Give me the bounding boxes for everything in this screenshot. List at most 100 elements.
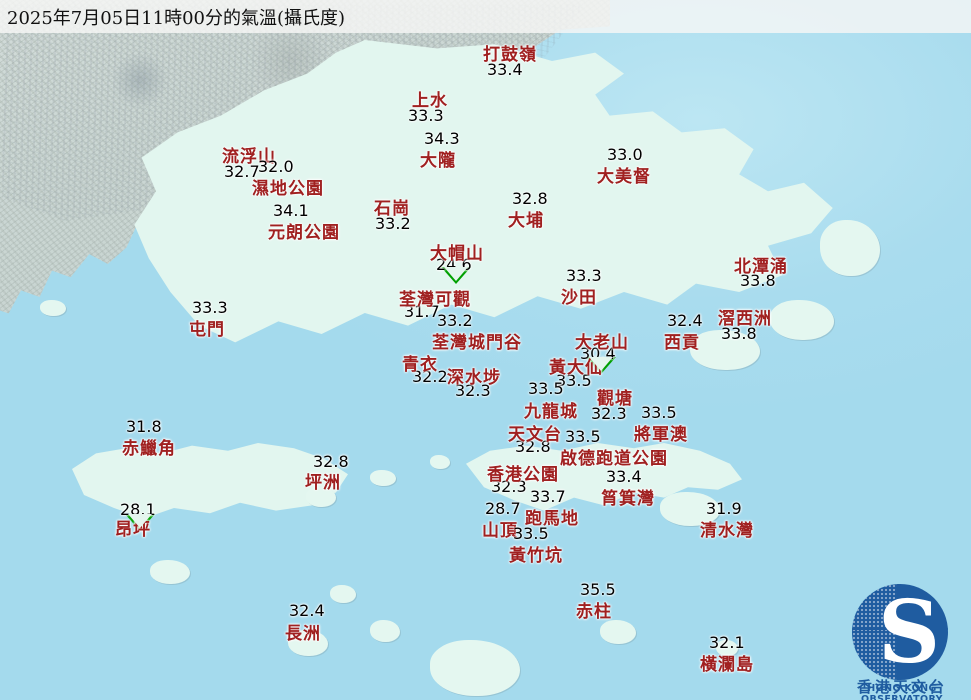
station-name-label: 流浮山 [222,147,276,167]
station-temperature-value: 32.3 [591,404,627,423]
lamma-island [430,640,520,696]
station-temperature-value: 33.8 [740,271,776,290]
station-temperature-value: 31.7 [404,302,440,321]
station-name-label: 大美督 [597,167,651,187]
station-name-label: 九龍城 [524,402,578,422]
station-temperature-value: 31.8 [126,417,162,436]
station-temperature-value: 33.2 [437,311,473,330]
small-island-b [430,455,450,469]
station-temperature-value: 33.5 [528,379,564,398]
station-name-label: 坪洲 [305,473,341,493]
crosshair-vertical [897,584,900,680]
kau-sai-chau-island [690,330,760,370]
station-name-label: 石崗 [374,199,410,219]
station-temperature-value: 32.3 [455,381,491,400]
crosshair-horizontal [852,628,948,631]
po-toi-island [600,620,636,644]
station-temperature-value: 32.8 [512,189,548,208]
hko-emblem-icon: S [852,584,948,680]
station-marker-triangle-icon [586,357,616,374]
small-island-a [370,470,396,486]
station-name-label: 荃灣可觀 [399,290,471,310]
station-temperature-value: 32.3 [491,477,527,496]
station-temperature-value: 33.3 [192,298,228,317]
small-island-e [40,300,66,316]
station-temperature-value: 32.2 [412,367,448,386]
sai-kung-island-b [820,220,880,276]
station-temperature-value: 33.4 [606,467,642,486]
station-temperature-value: 33.5 [565,427,601,446]
station-temperature-value: 33.8 [721,324,757,343]
station-name-label: 觀塘 [597,389,633,409]
station-name-label: 大隴 [420,151,456,171]
station-temperature-value: 33.2 [375,214,411,233]
station-temperature-value: 32.7 [224,162,260,181]
station-name-label: 濕地公園 [252,179,324,199]
station-name-label: 天文台 [508,425,562,445]
station-temperature-value: 32.1 [709,633,745,652]
logo-name-en: HONG KONG OBSERVATORY [861,683,943,700]
station-name-label: 長洲 [285,624,321,644]
station-name-label: 深水埗 [447,368,501,388]
lantau-south-islet [150,560,190,584]
halftone-dots [852,584,899,680]
station-temperature-value: 32.0 [258,157,294,176]
station-name-label: 荃灣城門谷 [432,333,522,353]
station-temperature-value: 33.5 [641,403,677,422]
station-name-label: 清水灣 [700,521,754,541]
small-island-d [370,620,400,642]
waglan-island [716,640,738,656]
station-name-label: 筲箕灣 [601,489,655,509]
station-name-label: 赤柱 [576,602,612,622]
station-name-label: 上水 [412,91,448,111]
clear-water-bay-peninsula [660,492,720,526]
station-name-label: 橫瀾島 [700,655,754,675]
station-temperature-value: 33.7 [530,487,566,506]
station-name-label: 大埔 [508,211,544,231]
station-temperature-value: 28.7 [485,499,521,518]
cheung-chau-island [288,630,328,656]
station-temperature-value: 32.4 [289,601,325,620]
station-temperature-value: 33.3 [566,266,602,285]
station-temperature-value: 32.8 [313,452,349,471]
station-name-label: 北潭涌 [734,257,788,277]
station-name-label: 啟德跑道公園 [560,449,668,469]
station-temperature-value: 32.4 [667,311,703,330]
station-temperature-value: 33.3 [408,106,444,125]
station-name-label: 西貢 [664,333,700,353]
station-name-label: 打鼓嶺 [483,45,537,65]
station-name-label: 大帽山 [430,244,484,264]
hko-logo: S 香港天文台 HONG KONG OBSERVATORY [839,582,965,700]
station-temperature-value: 34.3 [424,129,460,148]
station-temperature-value: 33.4 [487,60,523,79]
station-name-label: 黃竹坑 [509,546,563,566]
station-name-label: 山頂 [482,521,518,541]
station-marker-triangle-icon [441,267,471,284]
station-name-label: 赤鱲角 [122,439,176,459]
station-name-label: 元朗公園 [268,223,340,243]
station-marker-triangle-icon [125,514,155,531]
station-name-label: 跑馬地 [525,509,579,529]
title-bar [0,0,971,33]
logo-s-glyph: S [878,584,941,680]
lantau-island-landmass [72,443,348,519]
station-temperature-value: 33.0 [607,145,643,164]
station-name-label: 大老山 [575,333,629,353]
station-name-label: 滘西洲 [718,309,772,329]
station-temperature-value: 31.9 [706,499,742,518]
station-name-label: 香港公園 [487,465,559,485]
page-title: 2025年7月05日11時00分的氣溫(攝氏度) [7,8,346,29]
peng-chau-island [306,487,336,507]
station-name-label: 將軍澳 [634,425,688,445]
sai-kung-island-a [770,300,834,340]
station-temperature-value: 33.5 [513,524,549,543]
logo-name-cn: 香港天文台 [856,678,947,696]
small-island-c [330,585,356,603]
station-temperature-value: 32.8 [515,437,551,456]
station-name-label: 沙田 [561,288,597,308]
station-temperature-value: 34.1 [273,201,309,220]
station-name-label: 屯門 [189,320,225,340]
station-temperature-value: 35.5 [580,580,616,599]
station-name-label: 青衣 [402,355,438,375]
